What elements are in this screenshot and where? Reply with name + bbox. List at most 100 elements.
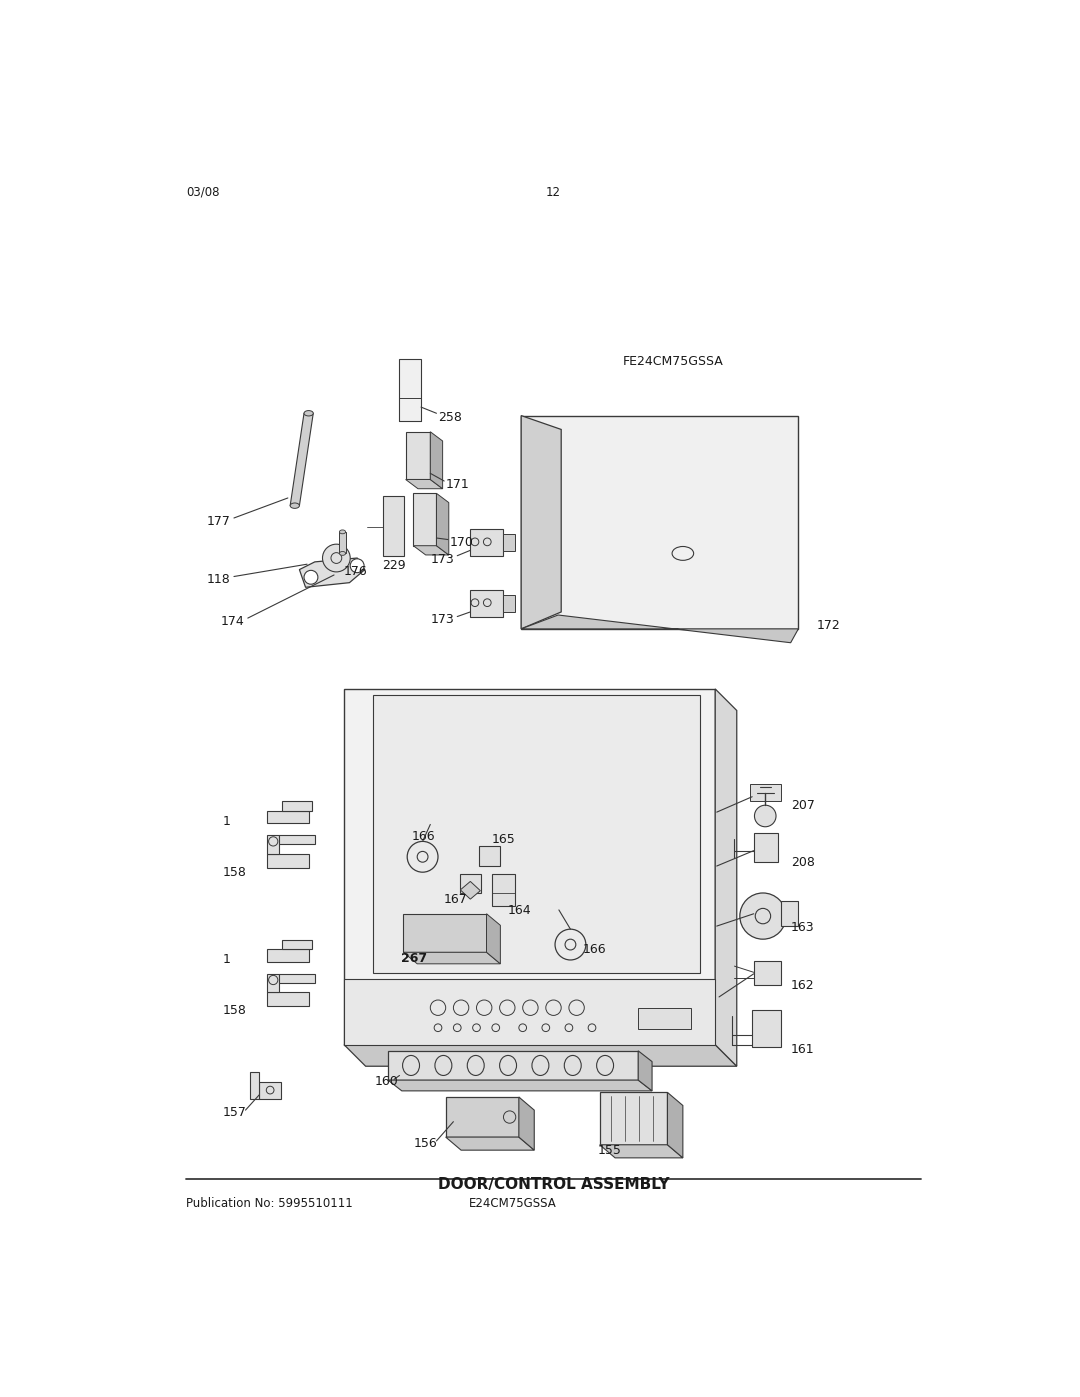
Bar [750, 784, 781, 800]
Bar [382, 496, 404, 556]
Polygon shape [446, 1097, 518, 1137]
Polygon shape [400, 359, 421, 420]
Text: 1: 1 [222, 954, 230, 967]
Text: 167: 167 [444, 893, 468, 905]
Text: 173: 173 [430, 553, 454, 566]
Polygon shape [522, 415, 798, 629]
Bar [478, 847, 500, 866]
Text: 1: 1 [222, 814, 230, 828]
Bar [491, 873, 515, 907]
Bar [471, 529, 502, 556]
Polygon shape [446, 1137, 535, 1150]
Polygon shape [345, 979, 715, 1045]
Bar [781, 901, 798, 926]
Text: 155: 155 [598, 1144, 622, 1158]
Text: E24CM75GSSA: E24CM75GSSA [469, 1197, 556, 1210]
Text: 166: 166 [583, 943, 606, 956]
Polygon shape [280, 974, 314, 983]
Polygon shape [486, 914, 500, 964]
Bar [259, 1081, 281, 1098]
Text: 164: 164 [508, 904, 531, 918]
Polygon shape [599, 1092, 667, 1144]
Polygon shape [267, 992, 309, 1006]
Text: 163: 163 [791, 921, 814, 935]
Polygon shape [414, 493, 436, 546]
Bar [752, 1010, 782, 1046]
Polygon shape [345, 689, 715, 1045]
Polygon shape [267, 835, 280, 854]
Text: 165: 165 [491, 834, 515, 847]
Bar [638, 1007, 690, 1030]
Text: 208: 208 [791, 856, 814, 869]
Polygon shape [267, 949, 309, 961]
Bar [502, 595, 515, 612]
Bar [251, 1071, 259, 1098]
Text: 267: 267 [401, 951, 428, 965]
Circle shape [323, 545, 350, 571]
Text: 258: 258 [438, 411, 462, 425]
Polygon shape [283, 802, 312, 810]
Polygon shape [406, 432, 430, 479]
Text: 12: 12 [546, 186, 561, 198]
Polygon shape [373, 696, 700, 974]
Ellipse shape [339, 529, 346, 534]
Text: 229: 229 [382, 559, 406, 573]
Polygon shape [638, 1051, 652, 1091]
Text: 174: 174 [220, 615, 244, 627]
Ellipse shape [305, 411, 313, 416]
Bar [339, 532, 346, 553]
Text: 158: 158 [222, 1004, 246, 1017]
Circle shape [350, 559, 364, 573]
Text: 177: 177 [207, 514, 231, 528]
Text: 170: 170 [449, 536, 473, 549]
Circle shape [755, 805, 777, 827]
Polygon shape [267, 810, 309, 823]
Ellipse shape [291, 503, 299, 509]
Polygon shape [436, 493, 449, 555]
Polygon shape [522, 415, 562, 629]
Polygon shape [267, 974, 280, 992]
Polygon shape [667, 1092, 683, 1158]
Polygon shape [403, 914, 486, 953]
Polygon shape [414, 546, 449, 555]
Polygon shape [522, 615, 798, 643]
Ellipse shape [339, 552, 346, 556]
Bar [502, 534, 515, 550]
Text: 03/08: 03/08 [186, 186, 219, 198]
Text: FE24CM75GSSA: FE24CM75GSSA [623, 355, 724, 369]
Bar [460, 875, 481, 893]
Polygon shape [291, 414, 313, 506]
Text: 156: 156 [414, 1137, 437, 1150]
Text: 176: 176 [345, 566, 368, 578]
Polygon shape [388, 1080, 652, 1091]
Polygon shape [299, 557, 365, 587]
Text: 171: 171 [446, 478, 470, 492]
Text: 162: 162 [791, 979, 814, 992]
Polygon shape [345, 1045, 737, 1066]
Polygon shape [283, 940, 312, 949]
Text: 118: 118 [207, 573, 231, 587]
Polygon shape [406, 479, 443, 489]
Bar [471, 590, 502, 616]
Bar [754, 833, 779, 862]
Polygon shape [280, 835, 314, 844]
Text: DOOR/CONTROL ASSEMBLY: DOOR/CONTROL ASSEMBLY [437, 1178, 670, 1192]
Text: 173: 173 [430, 613, 454, 626]
Text: Publication No: 5995510111: Publication No: 5995510111 [186, 1197, 353, 1210]
Circle shape [303, 570, 318, 584]
Polygon shape [715, 689, 737, 1066]
Bar [754, 961, 781, 985]
Text: 157: 157 [222, 1106, 246, 1119]
Text: 207: 207 [791, 799, 814, 813]
Circle shape [740, 893, 786, 939]
Text: 166: 166 [411, 830, 435, 844]
Text: 158: 158 [222, 866, 246, 879]
Polygon shape [518, 1097, 535, 1150]
Polygon shape [599, 1144, 683, 1158]
Polygon shape [403, 953, 500, 964]
Text: 161: 161 [791, 1042, 814, 1056]
Polygon shape [388, 1051, 638, 1080]
Polygon shape [267, 854, 309, 868]
Text: 172: 172 [816, 619, 840, 633]
Text: 160: 160 [375, 1076, 399, 1088]
